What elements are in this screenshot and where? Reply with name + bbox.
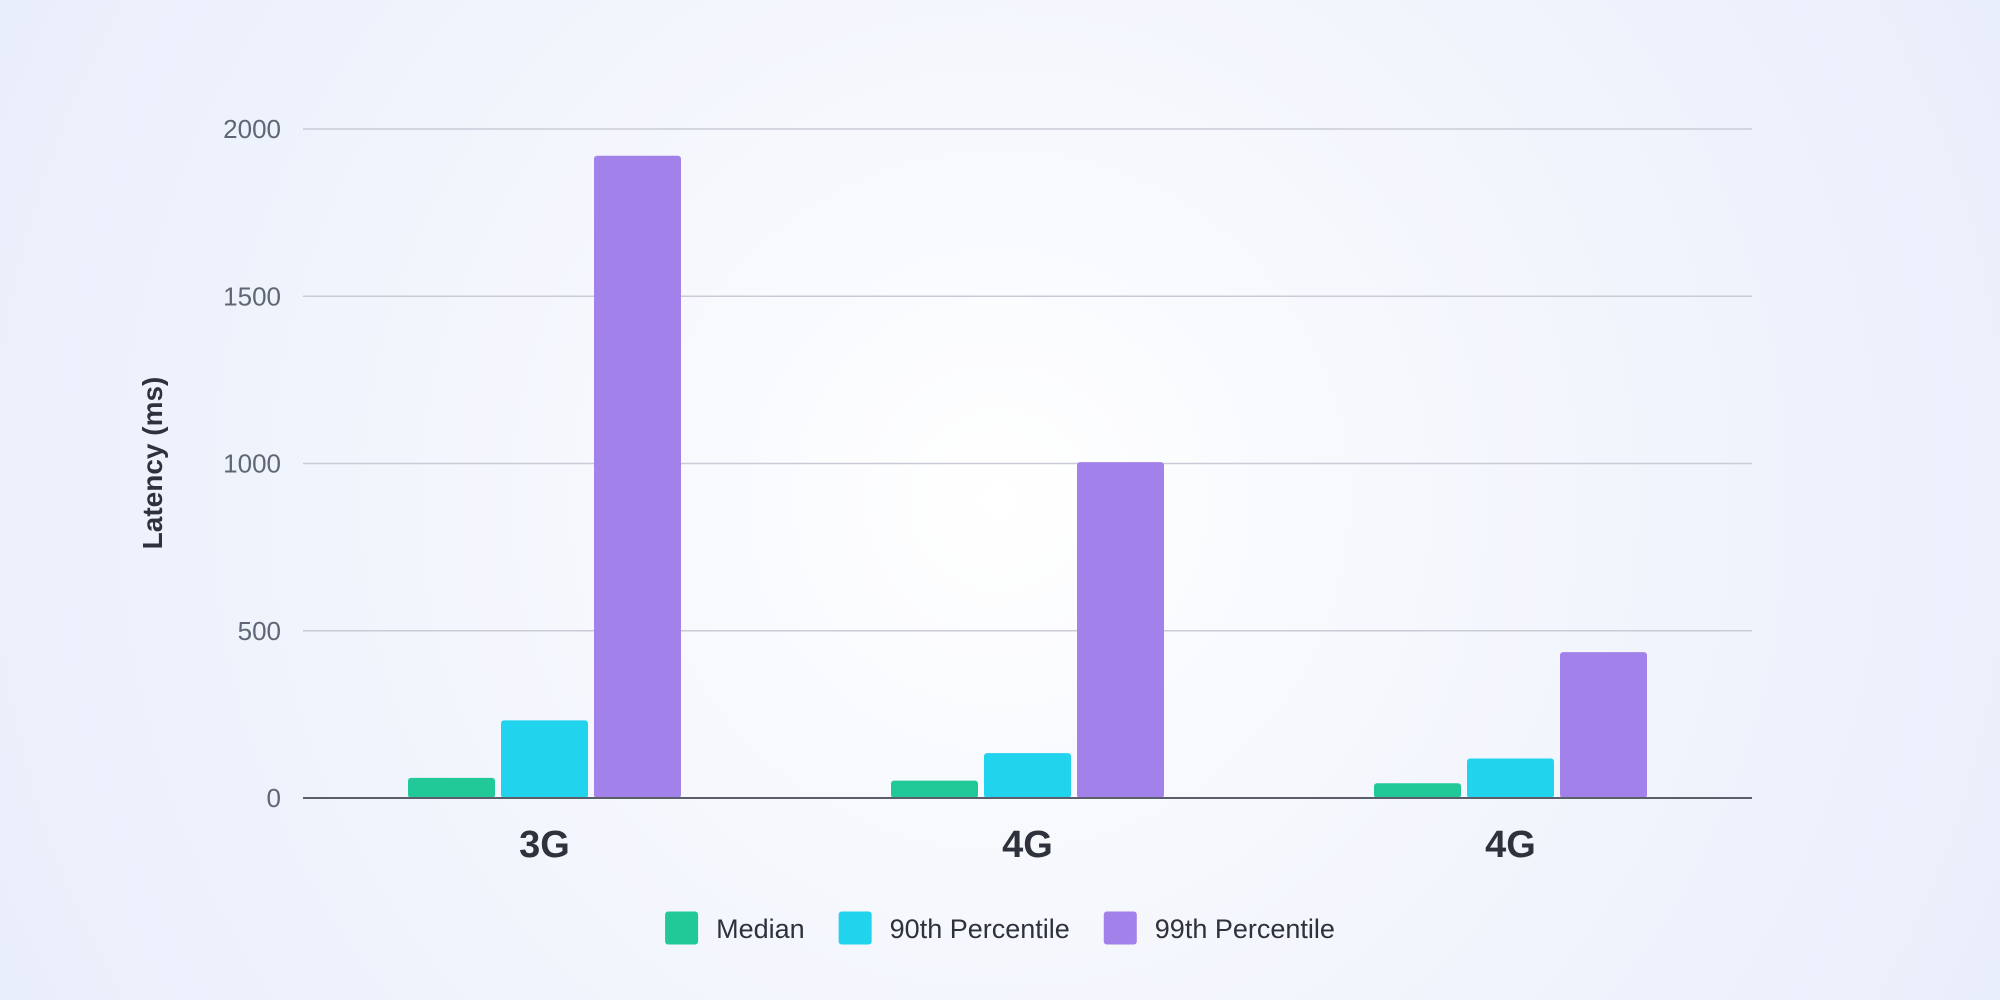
bar-90th-percentile-2 bbox=[984, 753, 1071, 798]
bar-median-3 bbox=[1374, 783, 1461, 798]
bar-99th-percentile-2 bbox=[1077, 462, 1164, 798]
bar-90th-percentile-1 bbox=[501, 720, 588, 798]
y-tick-label: 1000 bbox=[223, 449, 281, 479]
x-category-label: 4G bbox=[1002, 824, 1053, 866]
legend-swatch bbox=[1103, 911, 1137, 945]
y-tick-label: 2000 bbox=[223, 114, 281, 144]
bar-median-1 bbox=[408, 777, 495, 798]
y-tick-label: 1500 bbox=[223, 281, 281, 311]
bars: 3G 4G 4G bbox=[408, 155, 1647, 866]
y-axis-title: Latency (ms) bbox=[137, 377, 168, 550]
legend-swatch bbox=[838, 911, 872, 945]
legend-swatch bbox=[665, 911, 699, 945]
x-category-label: 4G bbox=[1485, 824, 1536, 866]
y-tick-label: 0 bbox=[267, 783, 281, 813]
gridlines: 0 500 1000 1500 2000 bbox=[223, 114, 1752, 813]
y-tick-label: 500 bbox=[238, 616, 281, 646]
legend: Median 90th Percentile 99th Percentile bbox=[665, 911, 1335, 945]
x-category-label: 3G bbox=[519, 824, 570, 866]
bar-median-2 bbox=[891, 780, 978, 798]
bar-99th-percentile-3 bbox=[1560, 652, 1647, 798]
legend-label: Median bbox=[716, 914, 805, 944]
bar-90th-percentile-3 bbox=[1467, 758, 1554, 798]
bar-99th-percentile-1 bbox=[594, 155, 681, 798]
legend-label: 90th Percentile bbox=[890, 914, 1070, 944]
legend-label: 99th Percentile bbox=[1155, 914, 1335, 944]
